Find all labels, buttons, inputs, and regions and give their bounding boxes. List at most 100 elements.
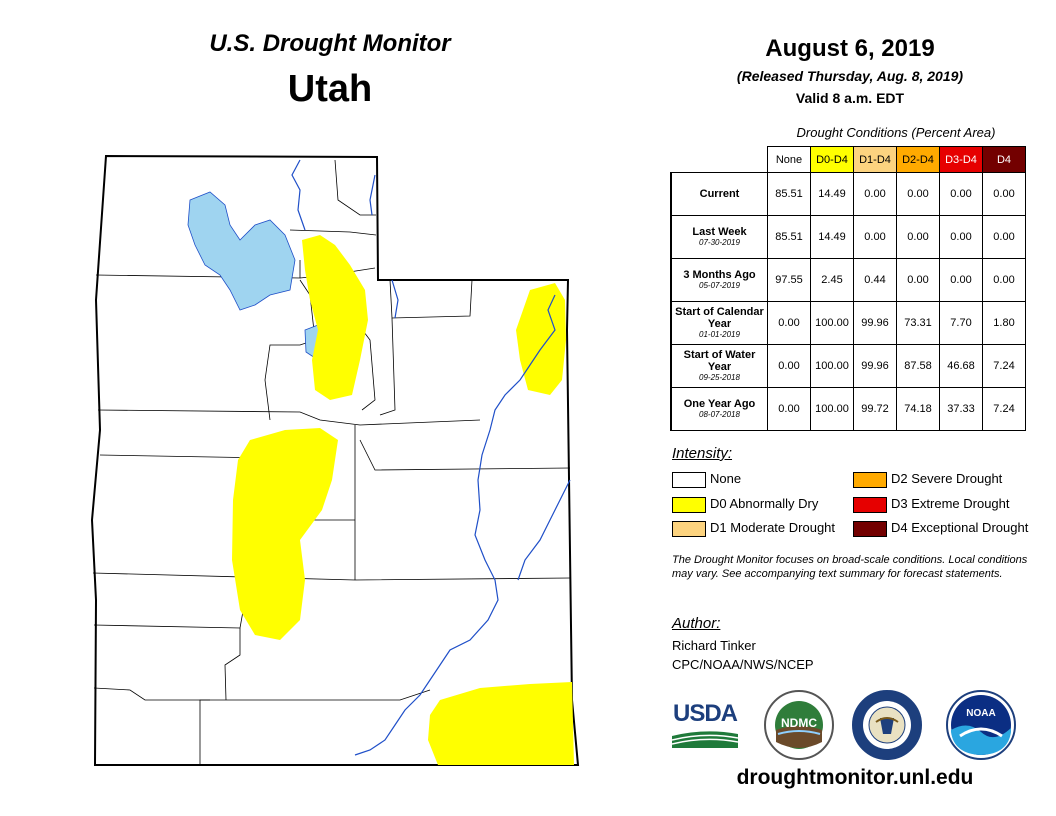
author-organization: CPC/NOAA/NWS/NCEP	[672, 657, 814, 672]
intensity-title: Intensity:	[672, 445, 733, 462]
row-label: 3 Months Ago 05-07-2019	[670, 258, 768, 302]
table-cell: 0.00	[853, 215, 897, 259]
table-cell: 37.33	[939, 387, 983, 431]
valid-time: Valid 8 a.m. EDT	[795, 90, 905, 106]
legend-swatch	[853, 496, 887, 513]
table-cell: 100.00	[810, 301, 854, 345]
map-state-name: Utah	[287, 68, 373, 110]
table-cell: 0.00	[939, 172, 983, 216]
table-cell: 0.00	[767, 301, 811, 345]
table-cell: 74.18	[896, 387, 940, 431]
row-label-text: 3 Months Ago	[683, 269, 756, 281]
row-label-text: Last Week	[692, 226, 747, 238]
table-cell: 0.00	[896, 215, 940, 259]
rivers	[291, 159, 571, 756]
table-cell: 0.00	[767, 344, 811, 388]
conditions-row: Last Week 07-30-2019 85.51 14.49 0.00 0.00 0.0…	[670, 215, 1026, 259]
table-cell: 85.51	[767, 172, 811, 216]
row-label: Start of Calendar Year 01-01-2019	[670, 301, 768, 345]
table-cell: 0.00	[767, 387, 811, 431]
legend-swatch	[853, 472, 887, 488]
legend-label: D0 Abnormally Dry	[710, 495, 819, 511]
table-cell: 1.80	[982, 301, 1026, 345]
legend-label: None	[710, 471, 742, 486]
disclaimer-note: The Drought Monitor focuses on broad-sca…	[672, 554, 1028, 580]
legend-label: D4 Exceptional Drought	[891, 520, 1029, 535]
row-label-text: Start of Calendar Year	[675, 306, 764, 330]
table-cell: 0.00	[939, 258, 983, 302]
row-label-text: Current	[699, 188, 740, 200]
great-salt-lake	[187, 191, 296, 311]
table-cell: 99.96	[853, 301, 897, 345]
table-cell: 46.68	[939, 344, 983, 388]
table-cell: 0.00	[939, 215, 983, 259]
table-cell: 100.00	[810, 387, 854, 431]
map-title: U.S. Drought Monitor	[209, 30, 451, 57]
usda-logo: USDA	[670, 700, 740, 750]
author-name: Richard Tinker	[672, 638, 756, 653]
map-date: August 6, 2019	[765, 35, 935, 62]
row-date: 07-30-2019	[699, 238, 740, 247]
header-corner	[671, 147, 768, 173]
table-cell: 0.00	[853, 172, 897, 216]
d0-central-west	[232, 428, 338, 640]
table-cell: 100.00	[810, 344, 854, 388]
table-cell: 99.96	[853, 344, 897, 388]
conditions-header-row: None D0-D4 D1-D4 D2-D4 D3-D4 D4	[671, 146, 1026, 173]
legend-label: D3 Extreme Drought	[891, 495, 1010, 511]
column-header-d1-d4: D1-D4	[853, 146, 897, 173]
column-header-d3-d4: D3-D4	[939, 146, 983, 173]
column-header-d4: D4	[982, 146, 1026, 173]
row-date: 09-25-2018	[699, 373, 740, 382]
conditions-row: One Year Ago 08-07-2018 0.00 100.00 99.72 74.…	[670, 387, 1026, 431]
row-label: Last Week 07-30-2019	[670, 215, 768, 259]
table-cell: 0.00	[982, 215, 1026, 259]
noaa-logo-text: NOAA	[966, 708, 996, 719]
row-date: 05-07-2019	[699, 281, 740, 290]
table-cell: 2.45	[810, 258, 854, 302]
d0-southeast	[428, 682, 574, 765]
legend-swatch	[672, 472, 706, 488]
column-header-none: None	[767, 146, 811, 173]
column-header-d2-d4: D2-D4	[896, 146, 940, 173]
conditions-row: 3 Months Ago 05-07-2019 97.55 2.45 0.44 0.00 0…	[670, 258, 1026, 302]
table-cell: 14.49	[810, 172, 854, 216]
table-cell: 73.31	[896, 301, 940, 345]
utah-drought-map	[90, 154, 580, 766]
row-label: Current	[670, 172, 768, 216]
legend-label: D2 Severe Drought	[891, 471, 1003, 486]
table-cell: 14.49	[810, 215, 854, 259]
table-cell: 0.00	[982, 258, 1026, 302]
conditions-row: Current 85.51 14.49 0.00 0.00 0.00 0.00	[670, 172, 1026, 216]
row-label: Start of Water Year 09-25-2018	[670, 344, 768, 388]
conditions-caption: Drought Conditions (Percent Area)	[796, 125, 996, 140]
release-date: (Released Thursday, Aug. 8, 2019)	[736, 68, 964, 84]
table-cell: 0.44	[853, 258, 897, 302]
author-title: Author:	[672, 615, 721, 632]
table-cell: 85.51	[767, 215, 811, 259]
conditions-row: Start of Calendar Year 01-01-2019 0.00 100.…	[670, 301, 1026, 345]
website-url[interactable]: droughtmonitor.unl.edu	[736, 766, 974, 789]
ndmc-logo-text: NDMC	[781, 716, 817, 730]
conditions-body: Current 85.51 14.49 0.00 0.00 0.00 0.00 Last We…	[670, 172, 1026, 431]
legend-label: D1 Moderate Drought	[710, 520, 836, 535]
row-label-text: Start of Water Year	[683, 349, 756, 373]
row-date: 01-01-2019	[699, 330, 740, 339]
legend-swatch	[672, 496, 706, 513]
table-cell: 0.00	[896, 172, 940, 216]
ndmc-logo: NDMC	[764, 690, 834, 760]
conditions-row: Start of Water Year 09-25-2018 0.00 100.00 9…	[670, 344, 1026, 388]
table-cell: 99.72	[853, 387, 897, 431]
table-cell: 0.00	[896, 258, 940, 302]
table-cell: 7.70	[939, 301, 983, 345]
table-cell: 7.24	[982, 344, 1026, 388]
d0-abnormally-dry-areas	[232, 235, 574, 765]
doc-seal	[852, 690, 922, 760]
usda-logo-text: USDA	[672, 700, 738, 727]
table-cell: 7.24	[982, 387, 1026, 431]
state-outline	[90, 154, 580, 766]
d0-wasatch-front	[302, 235, 368, 400]
legend-swatch	[853, 521, 887, 537]
row-label-text: One Year Ago	[683, 398, 756, 410]
table-cell: 87.58	[896, 344, 940, 388]
